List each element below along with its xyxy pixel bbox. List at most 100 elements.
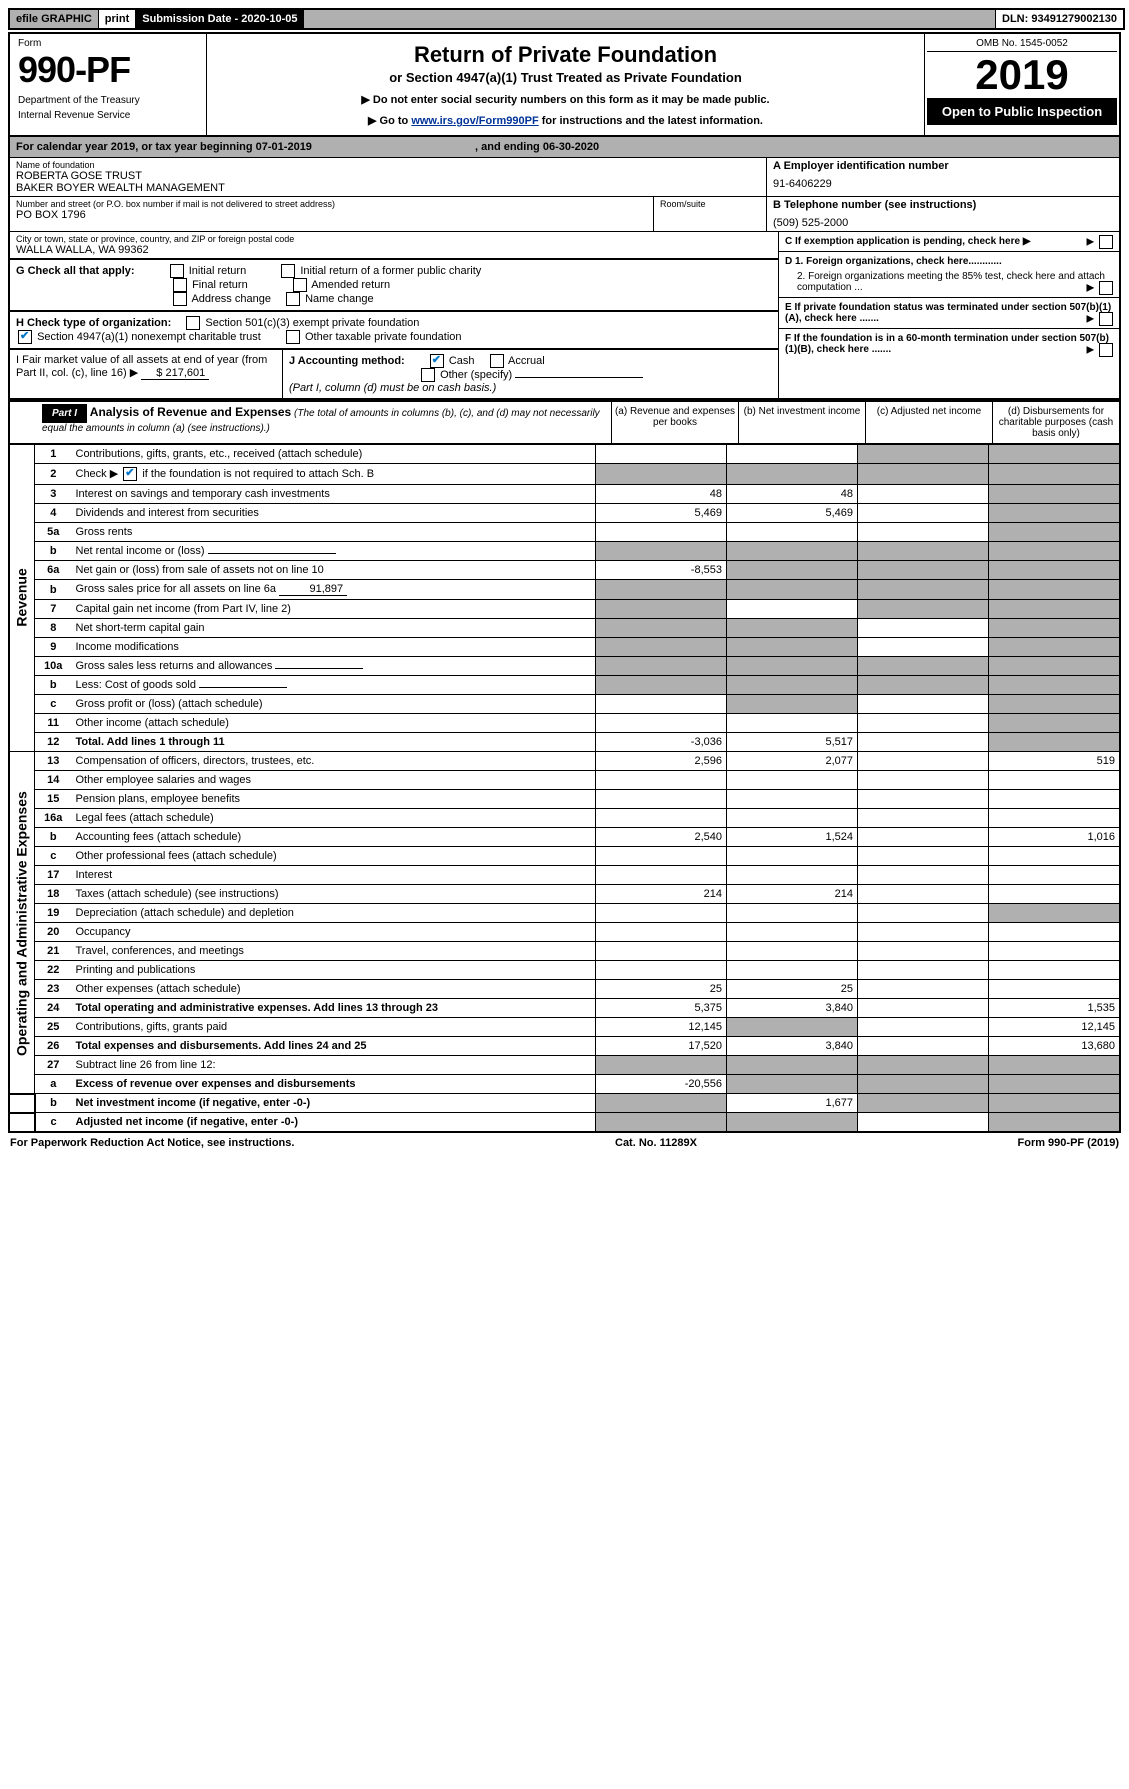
part1-title: Analysis of Revenue and Expenses: [90, 405, 291, 419]
col-d-header: (d) Disbursements for charitable purpose…: [992, 402, 1119, 443]
footer-mid: Cat. No. 11289X: [615, 1137, 697, 1149]
ein-cell: A Employer identification number 91-6406…: [767, 158, 1119, 196]
r2-num: 2: [35, 464, 72, 485]
r27b-desc: Net investment income (if negative, ente…: [72, 1094, 596, 1113]
r27-desc: Subtract line 26 from line 12:: [72, 1056, 596, 1075]
expenses-label: Operating and Administrative Expenses: [9, 752, 35, 1094]
r13-a: 2,596: [596, 752, 727, 771]
r5b-field[interactable]: [208, 553, 336, 554]
topbar-spacer: [304, 10, 995, 28]
g-name-checkbox[interactable]: [286, 292, 300, 306]
col-b-header: (b) Net investment income: [738, 402, 865, 443]
f-checkbox[interactable]: [1099, 343, 1113, 357]
h-501c3-checkbox[interactable]: [186, 316, 200, 330]
g-initial-checkbox[interactable]: [170, 264, 184, 278]
r16c-num: c: [35, 847, 72, 866]
r20-num: 20: [35, 923, 72, 942]
r26-d: 13,680: [989, 1037, 1121, 1056]
r26-a: 17,520: [596, 1037, 727, 1056]
r14-desc: Other employee salaries and wages: [72, 771, 596, 790]
room-cell: Room/suite: [654, 197, 766, 231]
r22-num: 22: [35, 961, 72, 980]
info-section: For calendar year 2019, or tax year begi…: [8, 137, 1121, 400]
h-other-checkbox[interactable]: [286, 330, 300, 344]
r12-b: 5,517: [727, 733, 858, 752]
r27-num: 27: [35, 1056, 72, 1075]
r20-desc: Occupancy: [72, 923, 596, 942]
j-other: Other (specify): [440, 369, 512, 381]
j-other-field[interactable]: [515, 377, 643, 378]
i-value: $ 217,601: [141, 367, 209, 380]
foundation-name-2: BAKER BOYER WEALTH MANAGEMENT: [16, 182, 760, 194]
ein-label: A Employer identification number: [773, 160, 1113, 172]
c-label: C If exemption application is pending, c…: [785, 236, 1031, 247]
form-label: Form: [18, 38, 198, 49]
g-address: Address change: [191, 293, 271, 305]
j-accrual: Accrual: [508, 355, 545, 367]
section-e: E If private foundation status was termi…: [779, 298, 1119, 329]
section-d: D 1. Foreign organizations, check here..…: [779, 252, 1119, 298]
form-header: Form 990-PF Department of the Treasury I…: [8, 32, 1121, 137]
h-4947: Section 4947(a)(1) nonexempt charitable …: [37, 331, 261, 343]
ein-value: 91-6406229: [773, 178, 1113, 190]
instr2-pre: ▶ Go to: [368, 115, 411, 127]
f-label: F If the foundation is in a 60-month ter…: [785, 333, 1109, 355]
r24-a: 5,375: [596, 999, 727, 1018]
g-final: Final return: [192, 279, 248, 291]
r3-desc: Interest on savings and temporary cash i…: [72, 485, 596, 504]
efile-label: efile GRAPHIC: [10, 10, 98, 28]
r27a-num: a: [35, 1075, 72, 1094]
r25-desc: Contributions, gifts, grants paid: [72, 1018, 596, 1037]
section-g: G Check all that apply: Initial return I…: [10, 259, 778, 311]
j-other-checkbox[interactable]: [421, 368, 435, 382]
d2-checkbox[interactable]: [1099, 281, 1113, 295]
r5b-desc: Net rental income or (loss): [72, 542, 596, 561]
foundation-name-1: ROBERTA GOSE TRUST: [16, 170, 760, 182]
r2-checkbox[interactable]: [123, 467, 137, 481]
e-label: E If private foundation status was termi…: [785, 302, 1111, 324]
g-address-checkbox[interactable]: [173, 292, 187, 306]
r5a-num: 5a: [35, 523, 72, 542]
instruction-2: ▶ Go to www.irs.gov/Form990PF for instru…: [215, 114, 916, 127]
r10b-field[interactable]: [199, 687, 287, 688]
r27b-b: 1,677: [727, 1094, 858, 1113]
irs-link[interactable]: www.irs.gov/Form990PF: [411, 115, 538, 127]
name-label: Name of foundation: [16, 160, 760, 170]
instruction-1: ▶ Do not enter social security numbers o…: [215, 93, 916, 106]
calendar-begin: 07-01-2019: [256, 141, 312, 153]
h-4947-checkbox[interactable]: [18, 330, 32, 344]
top-bar: efile GRAPHIC print Submission Date - 20…: [8, 8, 1125, 30]
r7-desc: Capital gain net income (from Part IV, l…: [72, 600, 596, 619]
j-note: (Part I, column (d) must be on cash basi…: [289, 382, 772, 394]
r27a-text: Excess of revenue over expenses and disb…: [76, 1078, 356, 1090]
j-accrual-checkbox[interactable]: [490, 354, 504, 368]
g-final-checkbox[interactable]: [173, 278, 187, 292]
phone-cell: B Telephone number (see instructions) (5…: [767, 197, 1119, 231]
print-button[interactable]: print: [98, 10, 135, 28]
e-checkbox[interactable]: [1099, 312, 1113, 326]
r18-a: 214: [596, 885, 727, 904]
r10a-desc: Gross sales less returns and allowances: [72, 657, 596, 676]
d2-label: 2. Foreign organizations meeting the 85%…: [797, 271, 1105, 293]
city-label: City or town, state or province, country…: [16, 234, 772, 244]
r17-desc: Interest: [72, 866, 596, 885]
j-cash-checkbox[interactable]: [430, 354, 444, 368]
header-right: OMB No. 1545-0052 2019 Open to Public In…: [925, 34, 1119, 135]
irs: Internal Revenue Service: [18, 110, 198, 121]
r10a-field[interactable]: [275, 668, 363, 669]
r27a-a: -20,556: [596, 1075, 727, 1094]
r2-post: if the foundation is not required to att…: [142, 468, 374, 480]
r10c-num: c: [35, 695, 72, 714]
r24-b: 3,840: [727, 999, 858, 1018]
g-amended-checkbox[interactable]: [293, 278, 307, 292]
r6b-value: 91,897: [279, 583, 347, 596]
r9-desc: Income modifications: [72, 638, 596, 657]
r23-a: 25: [596, 980, 727, 999]
r13-desc: Compensation of officers, directors, tru…: [72, 752, 596, 771]
r16b-desc: Accounting fees (attach schedule): [72, 828, 596, 847]
address-cell: Number and street (or P.O. box number if…: [10, 197, 654, 231]
c-checkbox[interactable]: [1099, 235, 1113, 249]
submission-date: Submission Date - 2020-10-05: [135, 10, 303, 28]
r1-desc: Contributions, gifts, grants, etc., rece…: [72, 444, 596, 464]
g-initial-former-checkbox[interactable]: [281, 264, 295, 278]
